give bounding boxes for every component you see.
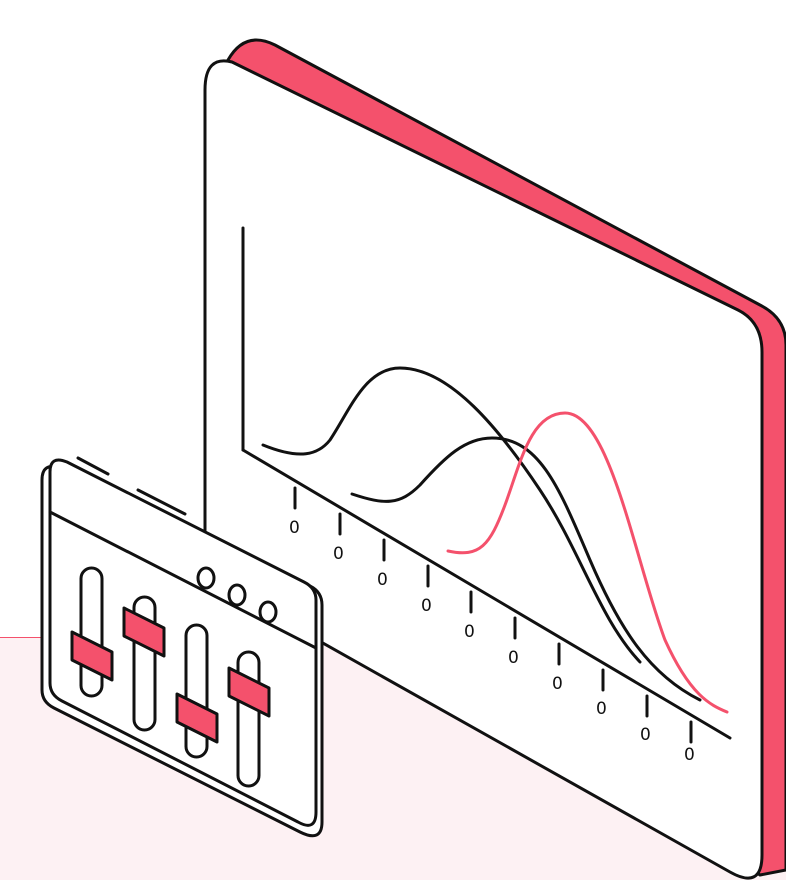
slider-track: [79, 566, 104, 698]
curve-black-2: [350, 436, 702, 702]
tick-label: 0: [289, 518, 300, 538]
tick-label: 0: [464, 622, 475, 642]
slider-knob: [175, 692, 219, 744]
curve-black-1: [261, 366, 642, 664]
mixer-titlebar-line: [48, 510, 318, 650]
slider-knob: [70, 630, 114, 682]
mixer-window-button: [227, 583, 247, 607]
tick-label: 0: [377, 570, 388, 590]
chart-tick-marks: [293, 486, 693, 744]
slider-track: [184, 623, 209, 759]
tick-label: 0: [684, 745, 695, 765]
slider-knob: [122, 606, 166, 658]
slider-track: [236, 650, 261, 788]
mixer-window-button: [258, 600, 278, 624]
mixer-top-edge-dash-2: [136, 488, 187, 516]
mixer-top-edge-dash-1: [76, 456, 110, 476]
tick-label: 0: [596, 699, 607, 719]
tick-label: 0: [333, 544, 344, 564]
mixer-window: [40, 456, 324, 838]
chart-tick-labels: 0 0 0 0 0 0 0 0 0 0: [289, 518, 695, 765]
tick-label: 0: [552, 674, 563, 694]
tick-label: 0: [421, 596, 432, 616]
curve-accent: [446, 411, 729, 714]
tick-label: 0: [640, 725, 651, 745]
chart-x-axis: [241, 448, 732, 740]
tick-label: 0: [508, 648, 519, 668]
slider-knob: [227, 666, 271, 718]
mixer-window-button: [196, 566, 216, 590]
